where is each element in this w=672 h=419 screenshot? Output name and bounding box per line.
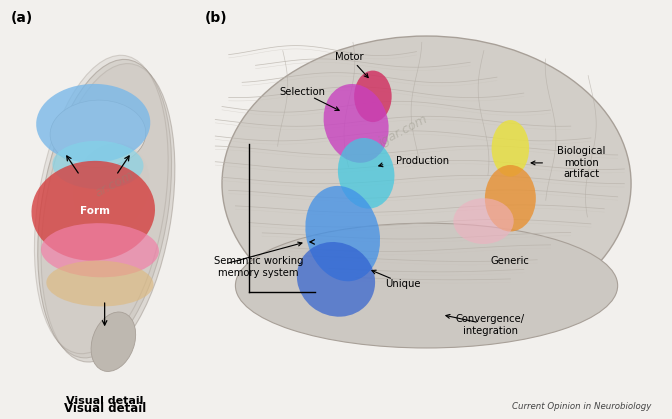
Text: Form: Form <box>79 206 110 216</box>
Ellipse shape <box>34 55 168 354</box>
Ellipse shape <box>41 64 175 362</box>
Text: Semantic working
memory system: Semantic working memory system <box>214 256 304 278</box>
Ellipse shape <box>235 223 618 348</box>
Text: ar.com: ar.com <box>93 168 136 199</box>
Text: Selection: Selection <box>280 87 325 97</box>
Text: Convergence/
integration: Convergence/ integration <box>456 314 525 336</box>
Text: (b): (b) <box>205 11 228 25</box>
Ellipse shape <box>305 186 380 281</box>
Text: Generic: Generic <box>491 256 529 266</box>
Text: Unique: Unique <box>385 279 421 289</box>
Ellipse shape <box>354 70 392 122</box>
Text: Visual detail: Visual detail <box>64 402 146 415</box>
Ellipse shape <box>485 165 536 232</box>
Ellipse shape <box>36 84 151 163</box>
Ellipse shape <box>46 261 154 306</box>
Text: Motor: Motor <box>335 52 364 62</box>
Text: Visual detail: Visual detail <box>66 396 143 406</box>
Ellipse shape <box>52 141 144 189</box>
Text: Production: Production <box>396 156 450 166</box>
Ellipse shape <box>297 242 375 317</box>
Ellipse shape <box>324 84 388 163</box>
Text: Current Opinion in Neurobiology: Current Opinion in Neurobiology <box>512 402 651 411</box>
Ellipse shape <box>454 198 513 244</box>
Ellipse shape <box>73 143 150 233</box>
Ellipse shape <box>50 100 146 168</box>
Ellipse shape <box>38 59 171 358</box>
Ellipse shape <box>338 138 394 209</box>
Ellipse shape <box>32 161 155 261</box>
Ellipse shape <box>222 36 631 331</box>
Ellipse shape <box>492 120 529 177</box>
Text: Biological
motion
artifact: Biological motion artifact <box>557 146 605 179</box>
Text: igar.com: igar.com <box>376 113 430 149</box>
Ellipse shape <box>91 312 136 372</box>
Text: (a): (a) <box>11 11 33 25</box>
Ellipse shape <box>41 223 159 277</box>
